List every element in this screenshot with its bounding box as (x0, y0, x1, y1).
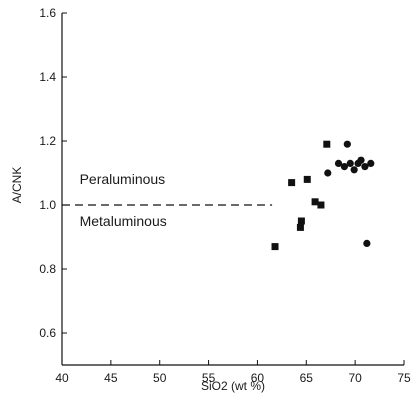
y-tick-label: 1.2 (39, 134, 56, 148)
data-point-circle (363, 239, 371, 247)
data-point-square (288, 179, 296, 187)
x-tick-label: 75 (397, 371, 411, 385)
x-tick-label: 40 (55, 371, 69, 385)
data-point-square (323, 140, 331, 148)
x-axis-ticks: 40 45 50 55 60 65 70 75 (55, 360, 411, 385)
annotations: Peraluminous Metaluminous (80, 171, 167, 229)
data-point-square (317, 201, 325, 209)
data-point-circle (343, 140, 351, 148)
data-point-square (311, 198, 319, 206)
x-tick-label: 45 (104, 371, 118, 385)
data-point-square (296, 223, 304, 231)
y-tick-label: 0.6 (39, 326, 56, 340)
data-point-circle (350, 166, 358, 174)
x-tick-label: 50 (153, 371, 167, 385)
x-axis-label: SiO2 (wt %) (201, 379, 265, 393)
x-tick-label: 55 (202, 371, 216, 385)
y-tick-label: 1.4 (39, 70, 56, 84)
x-tick-label: 60 (251, 371, 265, 385)
data-point-circle (340, 163, 348, 171)
y-tick-label: 1.0 (39, 198, 56, 212)
data-points (271, 140, 375, 251)
y-axis-label: A/CNK (10, 167, 24, 204)
annotation-label: Peraluminous (80, 171, 166, 187)
y-tick-label: 1.6 (39, 6, 56, 20)
data-point-square (271, 243, 279, 251)
x-tick-label: 65 (300, 371, 314, 385)
data-point-circle (334, 159, 343, 167)
data-point-circle (361, 163, 369, 171)
x-tick-label: 70 (348, 371, 362, 385)
data-point-square (297, 217, 305, 225)
y-tick-label: 0.8 (39, 262, 56, 276)
annotation-label: Metaluminous (80, 213, 167, 229)
data-point-square (303, 175, 311, 183)
y-axis-ticks: 0.6 0.8 1.0 1.2 1.4 1.6 (39, 6, 67, 340)
data-point-circle (357, 156, 365, 164)
plot-frame (61, 13, 404, 366)
data-point-circle (346, 159, 354, 167)
data-point-circle (367, 159, 375, 167)
data-point-circle (324, 169, 332, 177)
